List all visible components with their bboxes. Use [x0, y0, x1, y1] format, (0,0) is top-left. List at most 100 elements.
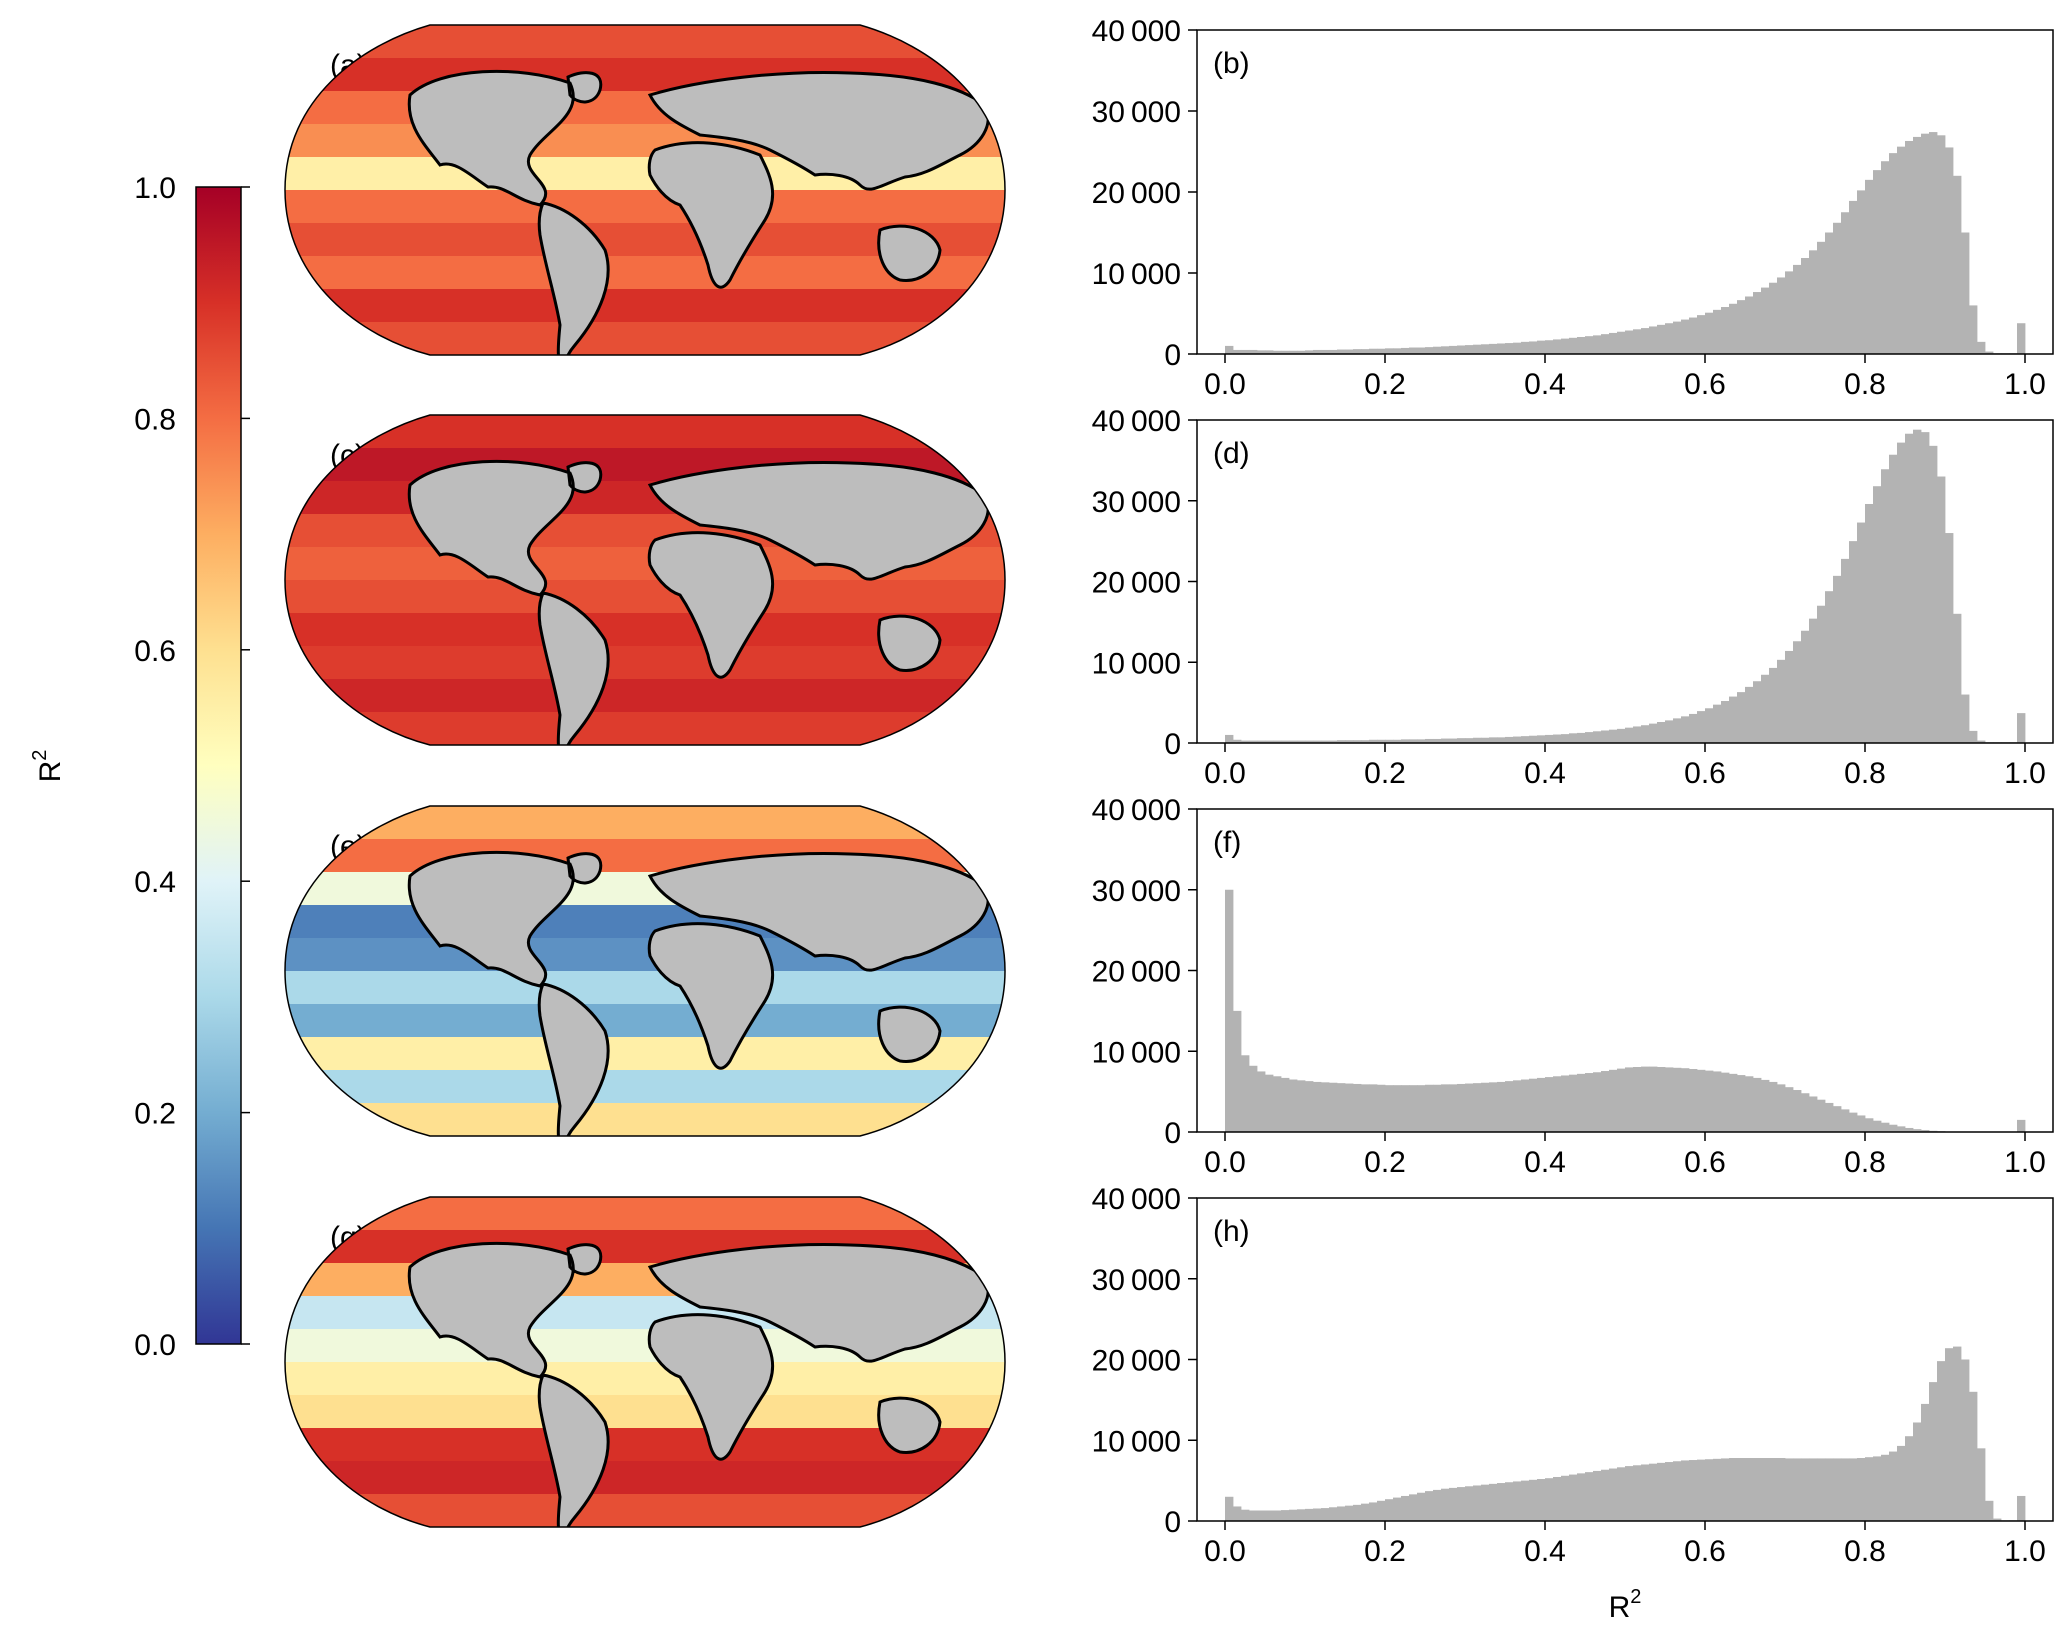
y-tick-label: 30 000: [1092, 96, 1181, 129]
histogram-bar: [1273, 350, 1282, 354]
histogram-bar: [1377, 1500, 1386, 1521]
histogram-bar: [1497, 1081, 1506, 1132]
y-tick-label: 30 000: [1092, 875, 1181, 908]
histogram-bar: [1337, 740, 1346, 743]
histogram-bar: [1665, 1462, 1674, 1521]
x-tick-label: 0.6: [1684, 368, 1726, 401]
histogram-bar: [1489, 1082, 1498, 1132]
histogram-bar: [1561, 338, 1570, 354]
x-tick-label: 0.6: [1684, 757, 1726, 790]
histogram-bar: [1809, 1096, 1818, 1132]
histogram-bar: [1265, 1074, 1274, 1132]
histogram-bar: [1353, 740, 1362, 743]
y-tick-label: 0: [1164, 728, 1181, 761]
histogram-bar: [1425, 1084, 1434, 1132]
histogram-bar: [1809, 250, 1818, 354]
histogram-bar: [1529, 1078, 1538, 1132]
histogram-bar: [1593, 731, 1602, 743]
histogram-bar: [1745, 686, 1754, 743]
histogram-bar: [1985, 1500, 1994, 1521]
histogram-bar: [1409, 739, 1418, 743]
histogram-bar: [1817, 1099, 1826, 1132]
histogram-bar: [1633, 329, 1642, 354]
histogram-bar: [1497, 737, 1506, 743]
histogram-bar: [1825, 1458, 1834, 1521]
y-tick-label: 20 000: [1092, 1345, 1181, 1378]
histogram-bar: [1617, 331, 1626, 354]
histogram-bar: [1889, 1451, 1898, 1521]
histogram-bar: [1929, 1382, 1938, 1521]
histogram-bar: [1745, 1458, 1754, 1521]
histogram-bar: [1745, 1076, 1754, 1132]
colorbar-tick-label: 0.0: [134, 1329, 176, 1362]
histogram-bar: [1977, 341, 1986, 354]
x-tick-label: 0.0: [1204, 1535, 1246, 1568]
histogram-bar: [1273, 1076, 1282, 1132]
histograms: 0.0 0.2 0.4 0.6 0.8 1.0 0 10 000 20 000 30 000 40 …: [1092, 15, 2054, 1624]
histogram-bar: [1465, 1083, 1474, 1132]
histogram-bar: [1729, 696, 1738, 743]
histogram-bar: [1409, 1085, 1418, 1132]
histogram-bar: [1369, 1084, 1378, 1132]
histogram-bar: [1401, 347, 1410, 354]
histogram-bar: [1529, 1479, 1538, 1521]
histogram-bar: [1233, 349, 1242, 354]
histogram-bar: [1849, 1112, 1858, 1132]
histogram-bar: [1673, 1461, 1682, 1521]
histogram-bar: [1417, 739, 1426, 743]
histogram-bar: [1401, 1495, 1410, 1521]
histogram-bar: [1593, 1470, 1602, 1521]
histogram-bar: [1945, 533, 1954, 743]
histogram-bar: [1249, 740, 1258, 743]
histogram-bar: [1945, 147, 1954, 354]
histogram-bar: [1753, 292, 1762, 354]
ocean-band: [285, 1461, 1005, 1495]
histogram-bar: [1537, 340, 1546, 354]
panel-label: (d): [1213, 437, 1250, 470]
histogram-bar: [1785, 1087, 1794, 1132]
histogram-bar: [1569, 337, 1578, 354]
x-tick-label: 0.2: [1364, 757, 1406, 790]
y-tick-label: 10 000: [1092, 647, 1181, 680]
histogram-bar: [1249, 1510, 1258, 1521]
histogram-bar: [1601, 1469, 1610, 1521]
histogram-bar: [1553, 339, 1562, 354]
histogram-bar: [1449, 738, 1458, 743]
histogram-bar: [1977, 1448, 1986, 1521]
histogram-panel: 0.0 0.2 0.4 0.6 0.8 1.0 0 10 000 20 000 30 000 40 …: [1092, 15, 2054, 401]
histogram-bar: [1777, 659, 1786, 743]
histogram-bar: [1545, 1478, 1554, 1521]
histogram-bar: [1961, 1359, 1970, 1521]
histogram-bar: [1657, 722, 1666, 743]
histogram-bar: [1881, 1122, 1890, 1132]
histogram-bar: [1913, 429, 1922, 743]
histogram-bar: [1441, 1488, 1450, 1521]
histogram-bar: [1753, 1077, 1762, 1132]
histogram-bar: [1961, 694, 1970, 743]
histogram-bar: [1345, 349, 1354, 354]
histogram-bar: [1857, 1458, 1866, 1521]
ocean-field: [285, 25, 1005, 355]
histogram-bar: [1849, 541, 1858, 743]
histogram-panel: 0.0 0.2 0.4 0.6 0.8 1.0 0 10 000 20 000 30 000 40 …: [1092, 405, 2054, 790]
histogram-bar: [1561, 1075, 1570, 1132]
histogram-bar: [1393, 1085, 1402, 1132]
histogram-bar: [1473, 737, 1482, 743]
histogram-bar: [1633, 1465, 1642, 1521]
histogram-bar: [1713, 1071, 1722, 1132]
histogram-bar: [1449, 1084, 1458, 1132]
y-tick-label: 0: [1164, 1506, 1181, 1539]
map-panel: (c): [284, 414, 1006, 746]
x-tick-label: 0.0: [1204, 368, 1246, 401]
histogram-bar: [2017, 323, 2026, 354]
histogram-bar: [1833, 222, 1842, 354]
histogram-bar: [1481, 1082, 1490, 1132]
maps: (a) (c) (e) (g): [284, 24, 1006, 1528]
y-tick-label: 0: [1164, 339, 1181, 372]
histogram-bar: [1433, 1084, 1442, 1132]
x-tick-label: 0.0: [1204, 757, 1246, 790]
colorbar-tick-label: 0.8: [134, 403, 176, 436]
histogram-bar: [1721, 1458, 1730, 1521]
histogram-bar: [1777, 1458, 1786, 1521]
